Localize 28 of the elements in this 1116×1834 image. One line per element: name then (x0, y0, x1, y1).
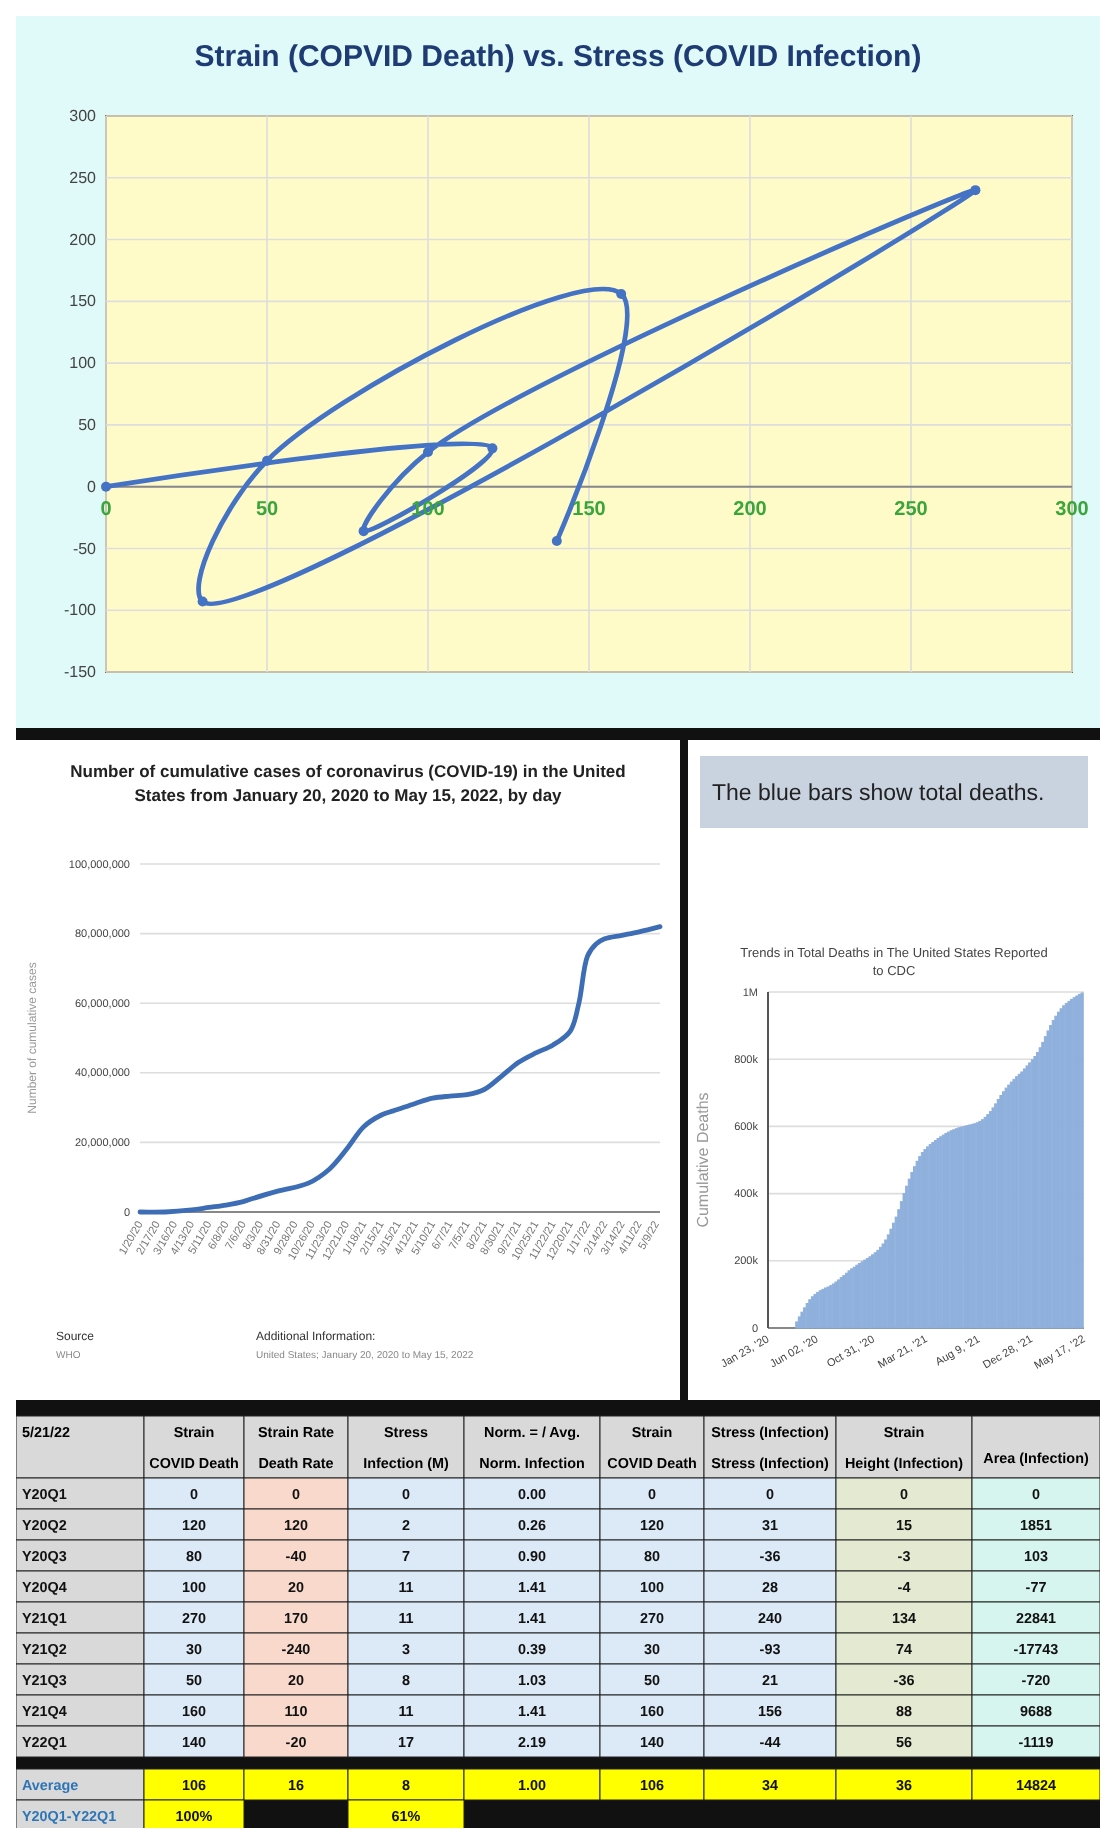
text: The blue bars show total deaths. (712, 782, 1045, 806)
y-tick-label: 300 (69, 107, 98, 126)
point (487, 443, 498, 454)
chart-title: Strain (COPVID Death) vs. Stress (COVID Infection) (194, 40, 922, 74)
y-tick-label: -150 (63, 663, 98, 682)
x-tick-label: 50 (255, 498, 279, 521)
y-tick-label: -50 (72, 539, 98, 558)
line-series (137, 924, 663, 1215)
y-tick-label: 100 (69, 354, 98, 373)
y-tick-label: 250 (69, 168, 98, 187)
point (551, 536, 562, 547)
point (197, 596, 208, 607)
point (423, 447, 433, 458)
point (970, 185, 981, 196)
point (358, 526, 369, 537)
x-tick-label: 250 (894, 498, 929, 521)
point (262, 455, 272, 466)
y-tick-label: 0 (87, 477, 98, 496)
chart-title: Number of cumulative cases of coronavirus (COVID-19) in the United States from January 20, 2020 to May 15, 2022, by day (70, 761, 626, 805)
x-tick-label: 150 (572, 498, 607, 521)
y-tick-label: -100 (63, 601, 98, 620)
y-tick-label: 200 (69, 230, 98, 249)
point (101, 481, 111, 492)
y-axis-title: Cumulative Deaths (694, 1092, 712, 1228)
point (616, 288, 627, 299)
y-tick-label: 50 (78, 416, 98, 435)
y-tick-label: 150 (69, 292, 98, 311)
x-tick-label: 300 (1055, 498, 1090, 521)
